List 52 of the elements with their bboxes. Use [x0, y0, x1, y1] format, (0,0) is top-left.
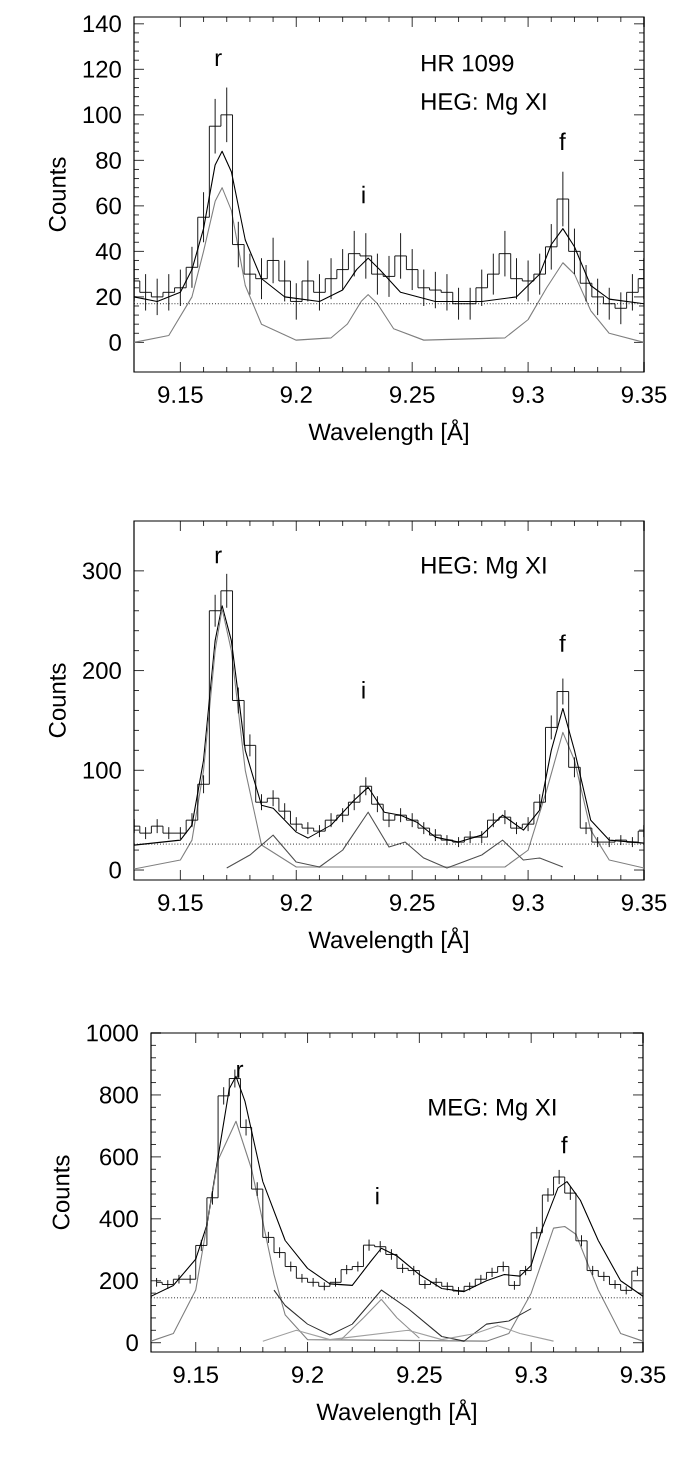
x-tick-label: 9.2 — [292, 1366, 323, 1384]
annotation: r — [215, 53, 222, 67]
y-tick-label: 100 — [83, 106, 121, 124]
x-tick-label: 9.2 — [280, 386, 312, 404]
annotation: f — [561, 1136, 568, 1154]
y-tick-label: 0 — [109, 861, 121, 879]
x-axis-title: Wavelength [Å] — [316, 1399, 476, 1426]
x-tick-label: 9.25 — [390, 386, 435, 404]
y-tick-label: 60 — [96, 197, 121, 215]
y-tick-label: 300 — [82, 562, 121, 580]
x-axis-title: Wavelength [Å] — [308, 419, 468, 446]
annotation: MEG: Mg XI — [429, 1098, 556, 1121]
x-axis-title: Wavelength [Å] — [308, 927, 468, 954]
x-tick-label: 9.25 — [397, 1366, 442, 1384]
x-tick-label: 9.35 — [620, 1366, 666, 1384]
y-tick-label: 1000 — [87, 1024, 138, 1042]
annotation: i — [362, 185, 365, 204]
x-tick-label: 9.2 — [280, 894, 312, 912]
x-tick-label: 9.3 — [512, 894, 544, 912]
x-tick-label: 9.3 — [512, 386, 544, 404]
y-tick-label: 400 — [99, 1210, 138, 1228]
y-axis-title: Counts — [52, 1155, 70, 1230]
y-tick-label: 80 — [96, 151, 121, 169]
x-tick-label: 9.15 — [173, 1366, 218, 1384]
x-tick-label: 9.35 — [621, 894, 667, 912]
y-axis-title: Counts — [48, 157, 66, 232]
x-tick-label: 9.3 — [515, 1366, 547, 1384]
annotation: r — [237, 1064, 244, 1078]
y-tick-label: 200 — [100, 1272, 138, 1290]
y-tick-label: 800 — [99, 1086, 138, 1104]
x-tick-label: 9.15 — [158, 386, 203, 404]
x-tick-label: 9.25 — [390, 894, 435, 912]
annotation: HR 1099 — [422, 54, 514, 72]
annotation: r — [215, 550, 222, 564]
y-tick-label: 140 — [83, 15, 121, 33]
y-tick-label: 600 — [100, 1148, 138, 1166]
y-tick-label: 100 — [83, 761, 121, 779]
y-tick-label: 200 — [83, 662, 121, 680]
y-tick-label: 120 — [83, 60, 121, 78]
x-tick-label: 9.35 — [621, 386, 667, 404]
x-tick-label: 9.15 — [158, 894, 203, 912]
annotation: i — [362, 681, 365, 699]
annotation: f — [559, 634, 566, 652]
annotation: HEG: Mg XI — [422, 93, 546, 115]
y-tick-label: 20 — [96, 288, 121, 306]
y-tick-label: 0 — [109, 333, 121, 351]
annotation: i — [376, 1187, 379, 1205]
y-tick-label: 40 — [95, 242, 121, 260]
y-axis-title: Counts — [48, 663, 66, 738]
y-tick-label: 0 — [126, 1334, 138, 1352]
annotation: HEG: Mg XI — [422, 556, 546, 579]
annotation: f — [559, 132, 566, 150]
